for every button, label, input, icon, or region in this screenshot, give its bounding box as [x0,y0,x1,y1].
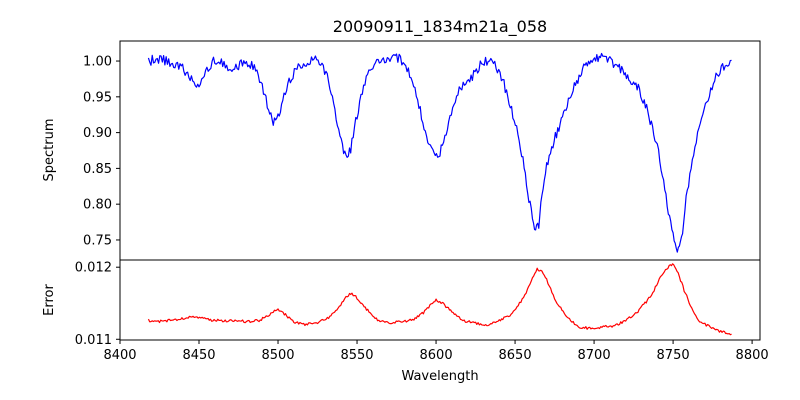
x-axis: 8400 8450 8500 8550 8600 8650 8700 8750 8800 [103,340,769,363]
x-tick-label: 8700 [578,348,611,363]
x-tick-label: 8800 [736,348,769,363]
spectrum-y-tick-label: 0.80 [83,198,112,213]
spectrum-plot-area [147,52,732,253]
x-tick-label: 8400 [103,348,136,363]
x-tick-label: 8600 [420,348,453,363]
error-axes-frame [119,259,761,341]
x-tick-label: 8550 [340,348,373,363]
error-y-axis: 0.011 0.012 [75,261,120,348]
error-series-line [147,263,732,336]
spectrum-y-tick-label: 0.95 [83,90,112,105]
spectrum-y-axis-label: Spectrum [42,119,57,182]
spectrum-y-tick-label: 0.90 [83,126,112,141]
x-tick-label: 8750 [657,348,690,363]
spectrum-y-tick-label: 0.85 [83,162,112,177]
x-axis-label: Wavelength [401,369,478,384]
spectrum-y-tick-label: 0.75 [83,233,112,248]
error-plot-area [147,263,732,336]
x-tick-label: 8650 [499,348,532,363]
x-tick-label: 8500 [261,348,294,363]
spectrum-series-line [147,52,732,253]
error-y-tick-label: 0.012 [75,261,112,276]
x-tick-label: 8450 [182,348,215,363]
error-y-tick-label: 0.011 [75,333,112,348]
spectrum-y-tick-label: 1.00 [83,55,112,70]
chart-title: 20090911_1834m21a_058 [333,17,547,37]
spectrum-y-axis: 0.75 0.80 0.85 0.90 0.95 1.00 [83,55,120,248]
error-y-axis-label: Error [42,284,57,316]
